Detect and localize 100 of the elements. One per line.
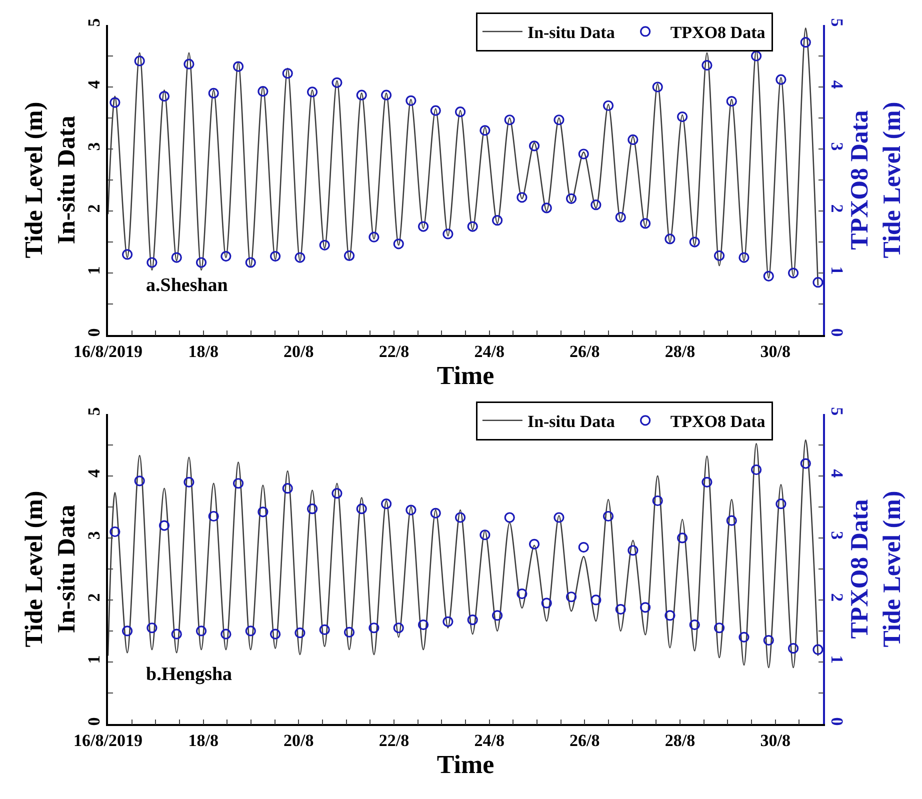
x-tick-label: 24/8 xyxy=(474,342,504,362)
x-axis-title: Time xyxy=(436,361,494,390)
point xyxy=(196,626,207,636)
y-tick-label: 2 xyxy=(84,593,104,602)
legend-label: TPXO8 Data xyxy=(670,23,766,42)
point xyxy=(282,483,293,494)
x-tick-label: 28/8 xyxy=(664,731,696,750)
point xyxy=(134,56,145,66)
point xyxy=(492,215,503,226)
point xyxy=(467,221,478,232)
point xyxy=(751,464,762,476)
point xyxy=(344,250,355,261)
point xyxy=(307,504,318,514)
point xyxy=(232,61,244,72)
point xyxy=(430,105,441,116)
point xyxy=(442,616,454,627)
point xyxy=(788,643,799,654)
y-tick-label: 0 xyxy=(84,328,104,337)
y2-tick-label: 3 xyxy=(828,531,847,540)
point xyxy=(332,77,342,88)
point xyxy=(677,111,688,122)
y-tick-label: 4 xyxy=(84,468,104,478)
point xyxy=(738,632,750,642)
x-axis-title: Time xyxy=(436,750,494,780)
point xyxy=(615,604,626,615)
point xyxy=(171,252,182,263)
point xyxy=(726,96,737,107)
annotation: a.Sheshan xyxy=(146,275,228,296)
point xyxy=(664,234,676,244)
point xyxy=(344,626,355,638)
point xyxy=(628,134,638,146)
point xyxy=(751,50,762,62)
x-tick-label: 18/8 xyxy=(188,342,218,362)
point xyxy=(615,212,626,223)
point xyxy=(776,498,786,510)
y-tick-label: 4 xyxy=(84,80,104,89)
x-tick-label: 16/8/2019 xyxy=(74,342,142,362)
y2-tick-label: 3 xyxy=(828,142,847,151)
point xyxy=(554,114,564,126)
point xyxy=(554,512,564,523)
point xyxy=(776,74,786,85)
point xyxy=(406,95,416,106)
x-tick-label: 22/8 xyxy=(378,342,410,362)
x-tick-label: 26/8 xyxy=(570,342,600,362)
point xyxy=(763,634,774,646)
y-tick-label: 3 xyxy=(84,531,104,540)
point xyxy=(800,458,811,469)
y2-axis-title: TPXO8 Data Tide Level (m) xyxy=(846,490,906,648)
y-tick-label: 3 xyxy=(84,142,104,151)
point xyxy=(245,257,256,268)
point xyxy=(603,100,614,111)
point xyxy=(528,140,540,152)
point xyxy=(702,476,712,488)
point xyxy=(578,148,589,160)
point xyxy=(566,193,577,204)
point xyxy=(603,510,614,522)
point xyxy=(640,602,651,613)
point xyxy=(800,37,811,48)
point xyxy=(455,106,466,118)
point xyxy=(110,97,120,108)
point xyxy=(442,228,454,240)
point xyxy=(171,628,182,640)
point xyxy=(590,594,602,606)
point xyxy=(455,512,466,523)
point xyxy=(652,495,663,506)
point xyxy=(368,622,380,634)
y-axis-title: Tide Level (m) In-situ Data xyxy=(21,490,81,648)
point xyxy=(158,520,170,531)
point xyxy=(418,221,429,232)
point xyxy=(332,488,342,499)
point xyxy=(122,626,133,636)
y-tick-label: 2 xyxy=(84,204,104,213)
legend-label: TPXO8 Data xyxy=(670,412,766,432)
point xyxy=(528,538,540,550)
x-tick-label: 22/8 xyxy=(378,731,410,750)
point xyxy=(738,252,750,263)
y-axis-title: Tide Level (m) In-situ Data xyxy=(21,102,81,258)
point xyxy=(504,114,515,126)
point xyxy=(270,251,281,262)
point xyxy=(294,628,306,638)
point xyxy=(146,622,158,634)
x-tick-label: 20/8 xyxy=(284,342,314,362)
point xyxy=(356,90,367,100)
y2-tick-label: 1 xyxy=(828,655,847,664)
point xyxy=(158,91,170,102)
y2-tick-label: 5 xyxy=(828,18,847,27)
point xyxy=(380,90,392,100)
y2-tick-label: 4 xyxy=(828,469,847,478)
point xyxy=(664,610,676,621)
y2-tick-label: 4 xyxy=(828,80,847,90)
point xyxy=(282,68,293,79)
point xyxy=(689,236,700,248)
y2-axis-title: TPXO8 Data Tide Level (m) xyxy=(846,102,906,258)
y2-tick-label: 2 xyxy=(828,593,847,602)
point xyxy=(319,240,330,250)
point xyxy=(590,200,602,210)
point xyxy=(628,545,638,556)
point xyxy=(578,542,589,553)
point xyxy=(220,251,232,262)
point xyxy=(319,624,330,636)
